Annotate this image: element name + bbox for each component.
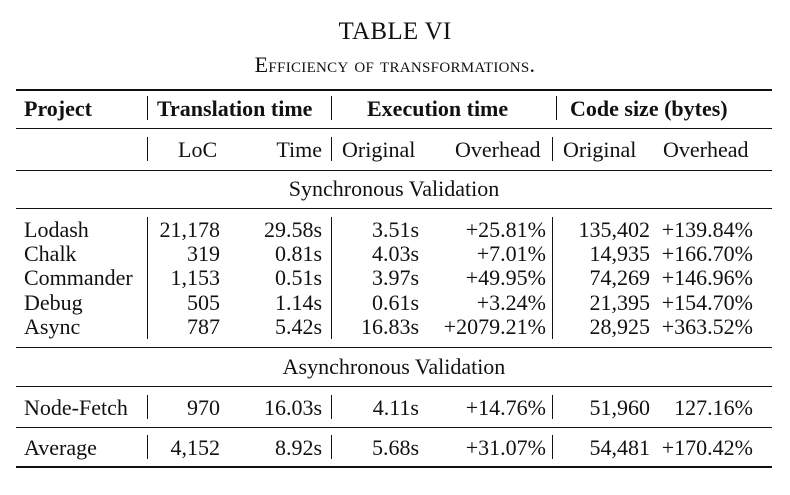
cell-size-original: 14,935: [589, 241, 651, 266]
cell-time: 29.58s: [263, 217, 322, 242]
column-separator: [147, 395, 148, 419]
cell-time: 1.14s: [274, 290, 322, 315]
cell-size-original: 21,395: [589, 290, 651, 315]
header-loc: LoC: [178, 137, 218, 162]
async-section-rule: [16, 386, 772, 387]
column-separator: [331, 435, 332, 459]
cell-time: 0.51s: [274, 265, 322, 290]
cell-project: Debug: [24, 290, 83, 315]
header-separator: [331, 96, 332, 120]
cell-project: Commander: [24, 265, 133, 290]
header-bottom-rule: [16, 170, 772, 171]
column-separator: [552, 435, 553, 459]
section-synchronous: Synchronous Validation: [288, 176, 500, 201]
subheader-separator: [331, 137, 332, 161]
cell-exec-original: 3.51s: [371, 217, 419, 242]
cell-size-original: 51,960: [589, 395, 651, 420]
cell-size-overhead: +170.42%: [661, 435, 753, 460]
cell-exec-original: 16.83s: [360, 314, 419, 339]
cell-time: 8.92s: [274, 435, 322, 460]
cell-exec-overhead: +7.01%: [476, 241, 546, 266]
header-size-overhead: Overhead: [663, 137, 749, 162]
cell-size-original: 74,269: [589, 265, 651, 290]
cell-time: 0.81s: [274, 241, 322, 266]
cell-loc: 4,152: [170, 435, 221, 460]
table-title: Efficiency of transformations.: [254, 52, 536, 77]
column-separator: [552, 395, 553, 419]
cell-exec-overhead: +14.76%: [465, 395, 546, 420]
cell-exec-overhead: +3.24%: [476, 290, 546, 315]
header-translation-time: Translation time: [157, 96, 313, 121]
cell-size-original: 135,402: [578, 217, 651, 242]
cell-loc: 319: [187, 241, 220, 266]
header-time: Time: [276, 137, 322, 162]
cell-exec-overhead: +2079.21%: [443, 314, 546, 339]
header-exec-overhead: Overhead: [455, 137, 541, 162]
cell-project: Async: [24, 314, 81, 339]
header-size-original: Original: [563, 137, 637, 162]
header-separator: [556, 96, 557, 120]
sync-end-rule: [16, 347, 772, 348]
column-separator: [147, 217, 148, 339]
cell-size-overhead: +166.70%: [661, 241, 753, 266]
column-separator: [331, 217, 332, 339]
cell-loc: 505: [187, 290, 220, 315]
cell-project: Average: [24, 435, 97, 460]
cell-project: Lodash: [24, 217, 89, 242]
subheader-separator: [147, 137, 148, 161]
column-separator: [331, 395, 332, 419]
cell-exec-overhead: +25.81%: [465, 217, 546, 242]
header-project: Project: [24, 96, 92, 121]
column-separator: [552, 217, 553, 339]
cell-exec-overhead: +49.95%: [465, 265, 546, 290]
header-mid-rule: [16, 128, 772, 129]
section-asynchronous: Asynchronous Validation: [282, 354, 506, 379]
cell-exec-original: 4.11s: [372, 395, 419, 420]
cell-exec-original: 3.97s: [371, 265, 419, 290]
cell-size-overhead: +139.84%: [661, 217, 753, 242]
cell-loc: 1,153: [170, 265, 221, 290]
cell-loc: 21,178: [159, 217, 221, 242]
header-exec-original: Original: [342, 137, 416, 162]
cell-size-overhead: +363.52%: [661, 314, 753, 339]
subheader-separator: [552, 137, 553, 161]
cell-project: Node-Fetch: [24, 395, 128, 420]
cell-time: 16.03s: [263, 395, 322, 420]
cell-time: 5.42s: [274, 314, 322, 339]
top-rule: [16, 89, 772, 91]
header-execution-time: Execution time: [367, 96, 509, 121]
cell-size-original: 54,481: [589, 435, 651, 460]
cell-exec-overhead: +31.07%: [465, 435, 546, 460]
cell-exec-original: 5.68s: [371, 435, 419, 460]
cell-size-original: 28,925: [589, 314, 651, 339]
cell-project: Chalk: [24, 241, 77, 266]
cell-exec-original: 0.61s: [371, 290, 419, 315]
header-separator: [147, 96, 148, 120]
cell-size-overhead: +154.70%: [661, 290, 753, 315]
cell-loc: 970: [187, 395, 220, 420]
nodefetch-end-rule: [16, 427, 772, 428]
sync-section-rule: [16, 208, 772, 209]
table-label: TABLE VI: [338, 18, 452, 45]
header-code-size: Code size (bytes): [570, 96, 728, 121]
column-separator: [147, 435, 148, 459]
bottom-rule: [16, 466, 772, 468]
cell-size-overhead: +146.96%: [661, 265, 753, 290]
cell-size-overhead: 127.16%: [674, 395, 753, 420]
cell-loc: 787: [187, 314, 220, 339]
cell-exec-original: 4.03s: [371, 241, 419, 266]
